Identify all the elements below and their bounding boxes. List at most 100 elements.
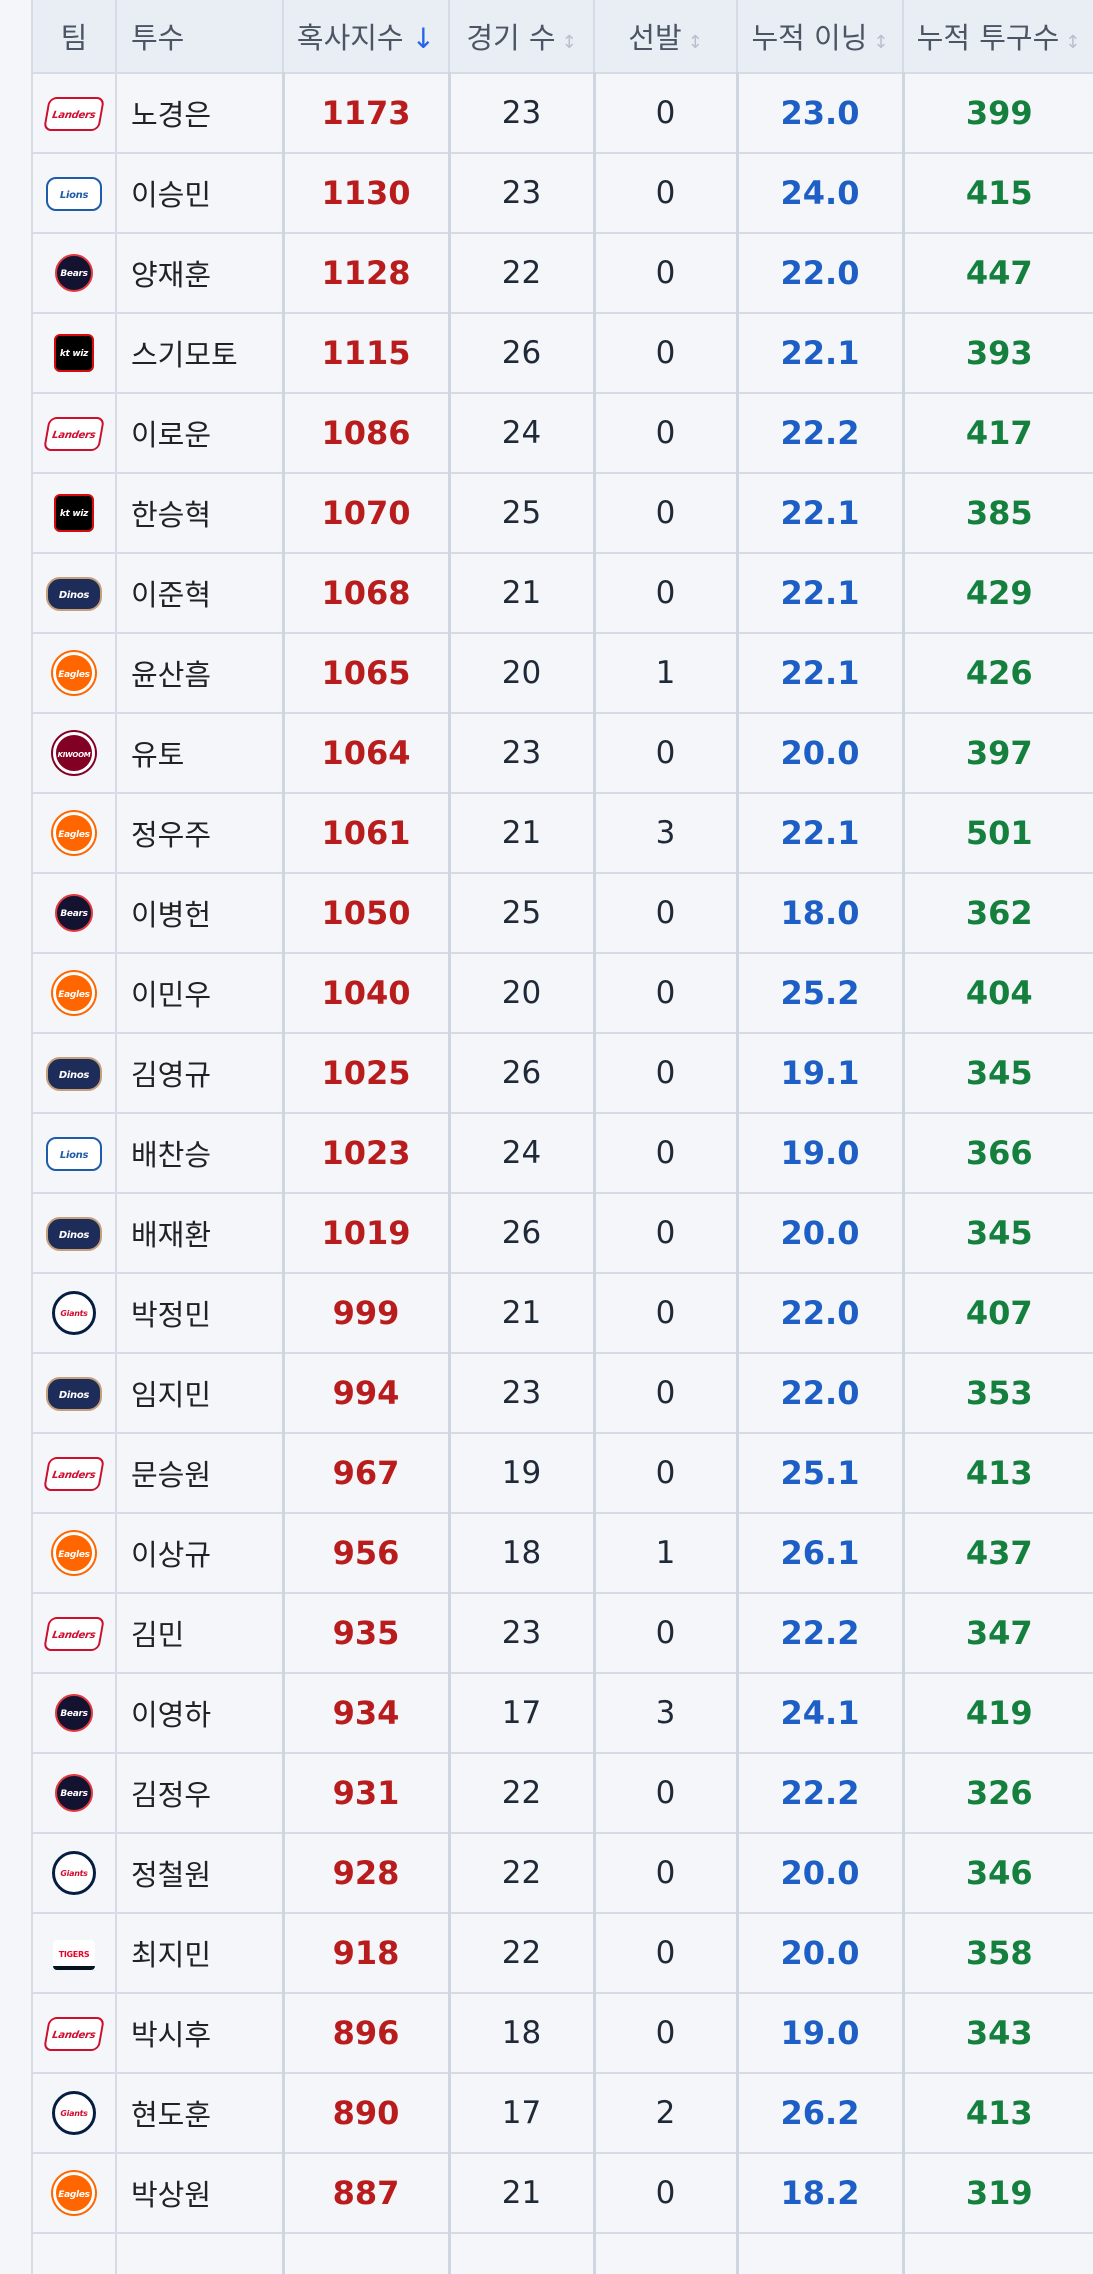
table-row[interactable]: Lions 배찬승 1023 24 0 19.0 366 [31, 1112, 1093, 1194]
table-row[interactable]: Dinos 임지민 994 23 0 22.0 353 [31, 1352, 1093, 1434]
table-row[interactable]: Landers 박시후 896 18 0 19.0 343 [31, 1992, 1093, 2074]
innings-total: 25.2 [735, 952, 903, 1034]
innings-total: 22.0 [735, 1272, 903, 1354]
table-row[interactable]: Eagles 이상규 956 18 1 26.1 437 [31, 1512, 1093, 1594]
pitcher-name[interactable]: 이준혁 [115, 552, 283, 634]
column-header-pitcher[interactable]: 투수 [115, 0, 284, 74]
innings-total: 23.0 [735, 72, 903, 154]
table-row[interactable]: Eagles 정우주 1061 21 3 22.1 501 [31, 792, 1093, 874]
games-count: 19 [447, 1432, 594, 1514]
team-logo-dinos-icon: Dinos [46, 1057, 102, 1092]
pitcher-name[interactable]: 현도훈 [115, 2072, 283, 2154]
pitcher-name[interactable]: 한승혁 [115, 472, 283, 554]
sort-unsorted-icon[interactable]: ↕ [1065, 32, 1081, 53]
pitches-total: 397 [901, 712, 1093, 794]
starts-count: 2 [592, 2072, 737, 2154]
table-row[interactable]: Eagles 이민우 1040 20 0 25.2 404 [31, 952, 1093, 1034]
pitcher-name[interactable]: 이영하 [115, 1672, 283, 1754]
table-row[interactable]: Bears 김정우 931 22 0 22.2 326 [31, 1752, 1093, 1834]
innings-total: 18.0 [735, 872, 903, 954]
games-count: 25 [447, 472, 594, 554]
table-row[interactable]: Landers 이로운 1086 24 0 22.2 417 [31, 392, 1093, 474]
pitcher-name[interactable]: 박시후 [115, 1992, 283, 2074]
column-header-pitches[interactable]: 누적 투구수 ↕ [902, 0, 1093, 74]
table-row[interactable]: Giants 정철원 928 22 0 20.0 346 [31, 1832, 1093, 1914]
pitcher-overuse-table-container: 팀 투수 혹사지수 ↓ 경기 수 ↕ 선발 ↕ 누적 이닝 ↕ 누적 투구수 ↕ Land… [31, 0, 1093, 2274]
table-row[interactable]: Lions 이승민 1130 23 0 24.0 415 [31, 152, 1093, 234]
innings-total: 20.0 [735, 1192, 903, 1274]
starts-count: 0 [592, 1992, 737, 2074]
sort-unsorted-icon[interactable]: ↕ [687, 32, 703, 53]
starts-count: 0 [592, 1032, 737, 1114]
games-count: 22 [447, 1752, 594, 1834]
pitcher-name[interactable]: 이승민 [115, 152, 283, 234]
pitches-total: 343 [901, 1992, 1093, 2074]
team-cell: Bears [31, 232, 116, 314]
games-count: 23 [447, 152, 594, 234]
table-row[interactable]: Landers 문승원 967 19 0 25.1 413 [31, 1432, 1093, 1514]
pitcher-name[interactable]: 노경은 [115, 72, 283, 154]
table-row[interactable]: TIGERS 최지민 918 22 0 20.0 358 [31, 1912, 1093, 1994]
pitcher-name[interactable]: 윤산흠 [115, 632, 283, 714]
pitcher-name[interactable]: 배재환 [115, 1192, 283, 1274]
column-header-overuse-score[interactable]: 혹사지수 ↓ [282, 0, 450, 74]
team-logo-lions-icon: Lions [46, 177, 102, 212]
table-row[interactable]: Landers 노경은 1173 23 0 23.0 399 [31, 72, 1093, 154]
pitcher-name[interactable]: 김정우 [115, 1752, 283, 1834]
table-row[interactable]: KIWOOM 유토 1064 23 0 20.0 397 [31, 712, 1093, 794]
table-row[interactable]: kt wiz 한승혁 1070 25 0 22.1 385 [31, 472, 1093, 554]
overuse-score: 1064 [281, 712, 449, 794]
table-row[interactable]: Bears 양재훈 1128 22 0 22.0 447 [31, 232, 1093, 314]
pitcher-name[interactable]: 스기모토 [115, 312, 283, 394]
column-header-starts[interactable]: 선발 ↕ [593, 0, 738, 74]
pitcher-name[interactable]: 배찬승 [115, 1112, 283, 1194]
table-row[interactable]: Dinos 이준혁 1068 21 0 22.1 429 [31, 552, 1093, 634]
table-row[interactable]: kt wiz 스기모토 1115 26 0 22.1 393 [31, 312, 1093, 394]
pitches-total: 413 [901, 2072, 1093, 2154]
table-row[interactable]: Giants 현도훈 890 17 2 26.2 413 [31, 2072, 1093, 2154]
column-header-games[interactable]: 경기 수 ↕ [448, 0, 595, 74]
pitcher-name[interactable]: 유토 [115, 712, 283, 794]
sort-descending-icon[interactable]: ↓ [411, 22, 436, 55]
pitcher-name[interactable]: 임지민 [115, 1352, 283, 1434]
table-row[interactable]: Eagles 윤산흠 1065 20 1 22.1 426 [31, 632, 1093, 714]
starts-count: 0 [592, 952, 737, 1034]
overuse-score: 1115 [281, 312, 449, 394]
team-logo-ktwiz-icon: kt wiz [54, 494, 94, 533]
overuse-score: 1025 [281, 1032, 449, 1114]
table-row[interactable]: Giants 박정민 999 21 0 22.0 407 [31, 1272, 1093, 1354]
pitcher-name[interactable]: 박정민 [115, 1272, 283, 1354]
table-row[interactable]: Dinos 배재환 1019 26 0 20.0 345 [31, 1192, 1093, 1274]
pitcher-name[interactable]: 정우주 [115, 792, 283, 874]
pitcher-name[interactable]: 이로운 [115, 392, 283, 474]
pitcher-name[interactable]: 이민우 [115, 952, 283, 1034]
table-row[interactable]: Bears 이병헌 1050 25 0 18.0 362 [31, 872, 1093, 954]
pitcher-name[interactable]: 박상원 [115, 2152, 283, 2234]
pitcher-name[interactable]: 김민 [115, 1592, 283, 1674]
games-count: 20 [447, 632, 594, 714]
column-header-team[interactable]: 팀 [31, 0, 117, 74]
column-header-starts-label: 선발 [628, 21, 682, 55]
pitches-total: 407 [901, 1272, 1093, 1354]
pitches-total: 429 [901, 552, 1093, 634]
table-row[interactable]: Bears 이영하 934 17 3 24.1 419 [31, 1672, 1093, 1754]
pitcher-name[interactable]: 정철원 [115, 1832, 283, 1914]
pitcher-name[interactable]: 문승원 [115, 1432, 283, 1514]
pitcher-name[interactable]: 양재훈 [115, 232, 283, 314]
pitcher-overuse-table: 팀 투수 혹사지수 ↓ 경기 수 ↕ 선발 ↕ 누적 이닝 ↕ 누적 투구수 ↕ Land… [31, 0, 1093, 2274]
column-header-team-label: 팀 [60, 21, 88, 55]
table-row[interactable]: Dinos 김영규 1025 26 0 19.1 345 [31, 1032, 1093, 1114]
table-row[interactable]: Landers 김민 935 23 0 22.2 347 [31, 1592, 1093, 1674]
pitcher-name[interactable]: 김영규 [115, 1032, 283, 1114]
overuse-score: 967 [281, 1432, 449, 1514]
pitcher-name[interactable]: 이상규 [115, 1512, 283, 1594]
sort-unsorted-icon[interactable]: ↕ [873, 32, 889, 53]
pitcher-name[interactable]: 이병헌 [115, 872, 283, 954]
pitcher-name[interactable]: 최지민 [115, 1912, 283, 1994]
sort-unsorted-icon[interactable]: ↕ [561, 32, 577, 53]
team-logo-landers-icon: Landers [43, 1617, 105, 1652]
team-logo-landers-icon: Landers [43, 1457, 105, 1492]
column-header-innings[interactable]: 누적 이닝 ↕ [736, 0, 904, 74]
pitches-total: 326 [901, 1752, 1093, 1834]
table-row[interactable]: Eagles 박상원 887 21 0 18.2 319 [31, 2152, 1093, 2234]
